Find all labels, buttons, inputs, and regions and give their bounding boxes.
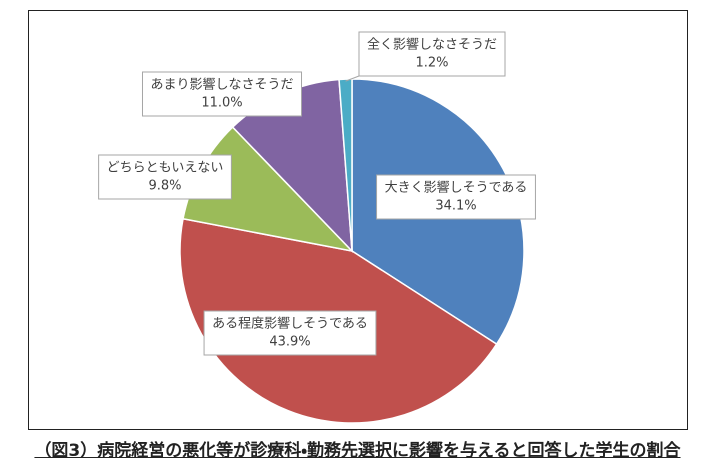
data-label: 大きく影響しそうである 34.1% — [376, 174, 536, 220]
data-label: あまり影響しなさそうだ 11.0% — [141, 71, 303, 117]
chart-title: （図3）病院経営の悪化等が診療科・勤務先選択に影響を与えると回答した学生の割合 — [34, 441, 681, 461]
label-box — [98, 154, 232, 200]
data-label: ある程度影響しそうである 43.9% — [203, 310, 377, 356]
label-category: 大きく影響しそうである — [385, 181, 528, 196]
label-box — [203, 310, 377, 356]
label-box — [358, 31, 506, 77]
label-box — [141, 71, 303, 117]
label-category: あまり影響しなさそうだ — [150, 78, 293, 93]
data-label: どちらともいえない 9.8% — [98, 154, 232, 200]
label-category: どちらともいえない — [107, 161, 224, 176]
label-box — [376, 174, 536, 220]
label-value: 34.1% — [435, 199, 476, 214]
data-label: 全く影響しなさそうだ 1.2% — [358, 31, 506, 77]
label-value: 43.9% — [269, 335, 310, 350]
chart-frame — [28, 10, 688, 430]
label-value: 9.8% — [148, 179, 181, 194]
label-value: 11.0% — [201, 96, 242, 111]
label-category: 全く影響しなさそうだ — [367, 38, 497, 53]
label-category: ある程度影響しそうである — [212, 316, 368, 332]
leader-line — [345, 75, 360, 82]
label-value: 1.2% — [415, 56, 448, 71]
